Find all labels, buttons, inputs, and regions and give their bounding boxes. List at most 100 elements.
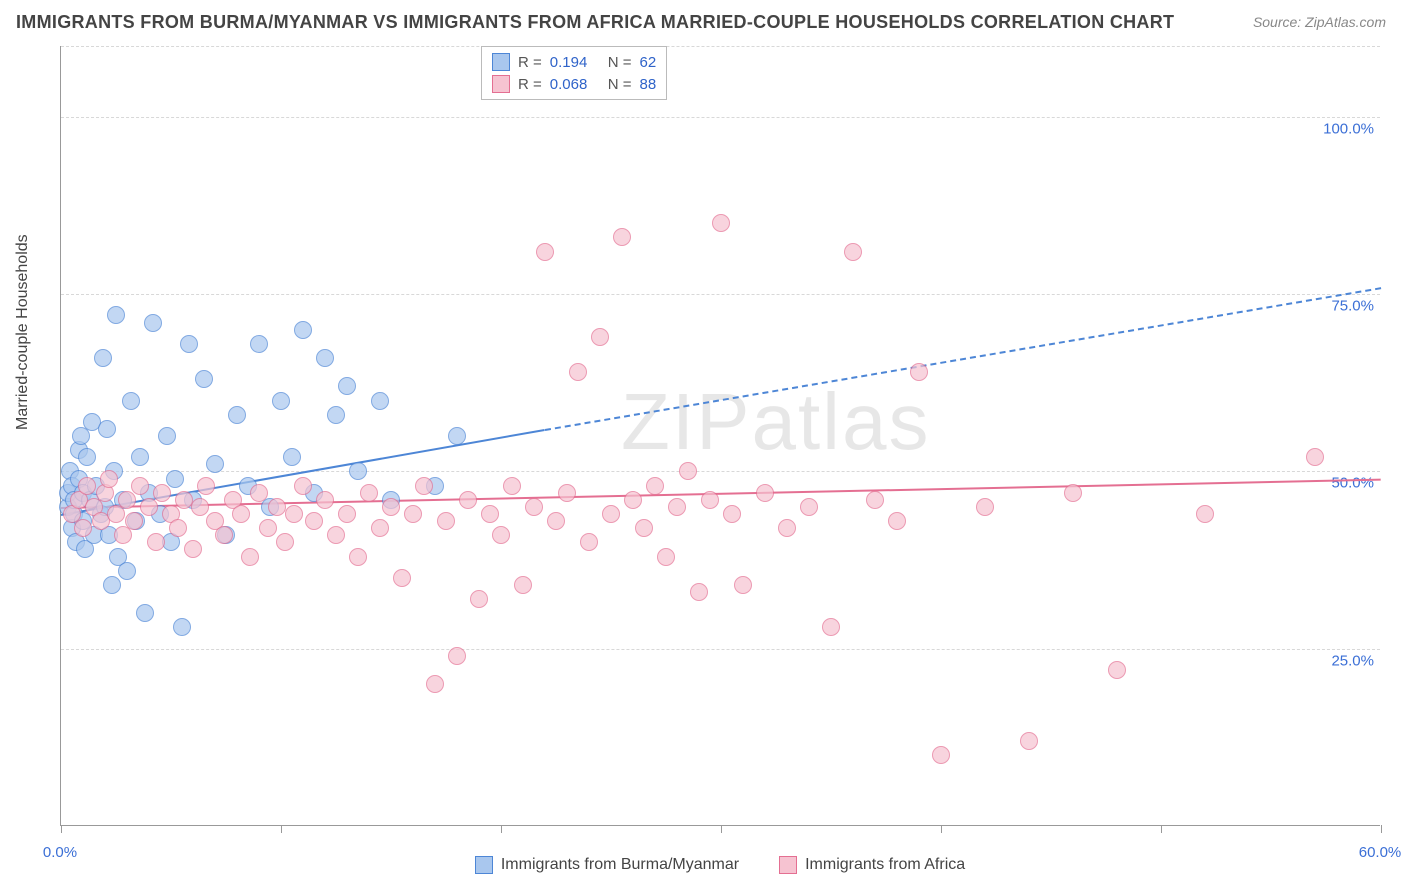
data-point: [393, 569, 411, 587]
data-point: [613, 228, 631, 246]
data-point: [276, 533, 294, 551]
data-point: [888, 512, 906, 530]
r-value: 0.068: [550, 76, 600, 93]
data-point: [305, 512, 323, 530]
data-point: [327, 406, 345, 424]
data-point: [131, 448, 149, 466]
data-point: [503, 477, 521, 495]
source-attribution: Source: ZipAtlas.com: [1253, 14, 1386, 30]
data-point: [206, 455, 224, 473]
legend-swatch: [779, 856, 797, 874]
data-point: [283, 448, 301, 466]
data-point: [241, 548, 259, 566]
data-point: [118, 491, 136, 509]
data-point: [800, 498, 818, 516]
data-point: [94, 349, 112, 367]
data-point: [144, 314, 162, 332]
data-point: [98, 420, 116, 438]
data-point: [103, 576, 121, 594]
data-point: [602, 505, 620, 523]
n-label: N =: [608, 76, 632, 93]
x-tick: [1381, 825, 1382, 833]
data-point: [158, 427, 176, 445]
data-point: [232, 505, 250, 523]
data-point: [1064, 484, 1082, 502]
data-point: [272, 392, 290, 410]
data-point: [723, 505, 741, 523]
data-point: [866, 491, 884, 509]
data-point: [360, 484, 378, 502]
data-point: [536, 243, 554, 261]
data-point: [197, 477, 215, 495]
data-point: [712, 214, 730, 232]
n-value: 88: [640, 76, 657, 93]
data-point: [580, 533, 598, 551]
data-point: [701, 491, 719, 509]
gridline: [61, 46, 1380, 47]
x-tick: [61, 825, 62, 833]
data-point: [844, 243, 862, 261]
legend-label: Immigrants from Burma/Myanmar: [501, 856, 739, 874]
data-point: [100, 470, 118, 488]
data-point: [525, 498, 543, 516]
data-point: [136, 604, 154, 622]
data-point: [591, 328, 609, 346]
data-point: [338, 377, 356, 395]
legend-series: Immigrants from Burma/MyanmarImmigrants …: [60, 856, 1380, 874]
data-point: [74, 519, 92, 537]
data-point: [778, 519, 796, 537]
data-point: [415, 477, 433, 495]
data-point: [125, 512, 143, 530]
data-point: [173, 618, 191, 636]
gridline: [61, 471, 1380, 472]
legend-item: Immigrants from Burma/Myanmar: [475, 856, 739, 874]
data-point: [448, 647, 466, 665]
y-tick-label: 100.0%: [1323, 120, 1374, 137]
data-point: [191, 498, 209, 516]
data-point: [932, 746, 950, 764]
data-point: [1108, 661, 1126, 679]
x-tick: [721, 825, 722, 833]
data-point: [294, 321, 312, 339]
data-point: [910, 363, 928, 381]
data-point: [514, 576, 532, 594]
data-point: [635, 519, 653, 537]
y-tick-label: 75.0%: [1331, 298, 1374, 315]
gridline: [61, 117, 1380, 118]
legend-stat-row: R = 0.068 N = 88: [492, 73, 656, 95]
data-point: [349, 462, 367, 480]
data-point: [285, 505, 303, 523]
data-point: [122, 392, 140, 410]
data-point: [259, 519, 277, 537]
data-point: [690, 583, 708, 601]
r-value: 0.194: [550, 54, 600, 71]
data-point: [459, 491, 477, 509]
n-value: 62: [640, 54, 657, 71]
data-point: [646, 477, 664, 495]
data-point: [166, 470, 184, 488]
data-point: [426, 675, 444, 693]
legend-swatch: [492, 75, 510, 93]
data-point: [734, 576, 752, 594]
data-point: [481, 505, 499, 523]
legend-stat-row: R =0.194N =62: [492, 51, 656, 73]
data-point: [140, 498, 158, 516]
x-tick: [1161, 825, 1162, 833]
y-axis-label: Married-couple Households: [14, 234, 32, 430]
data-point: [492, 526, 510, 544]
gridline: [61, 649, 1380, 650]
data-point: [118, 562, 136, 580]
r-label: R =: [518, 76, 542, 93]
data-point: [1196, 505, 1214, 523]
x-tick: [501, 825, 502, 833]
data-point: [228, 406, 246, 424]
data-point: [349, 548, 367, 566]
data-point: [668, 498, 686, 516]
data-point: [624, 491, 642, 509]
data-point: [250, 484, 268, 502]
data-point: [153, 484, 171, 502]
gridline: [61, 294, 1380, 295]
x-tick-label: 60.0%: [1359, 844, 1402, 861]
r-label: R =: [518, 54, 542, 71]
data-point: [382, 498, 400, 516]
